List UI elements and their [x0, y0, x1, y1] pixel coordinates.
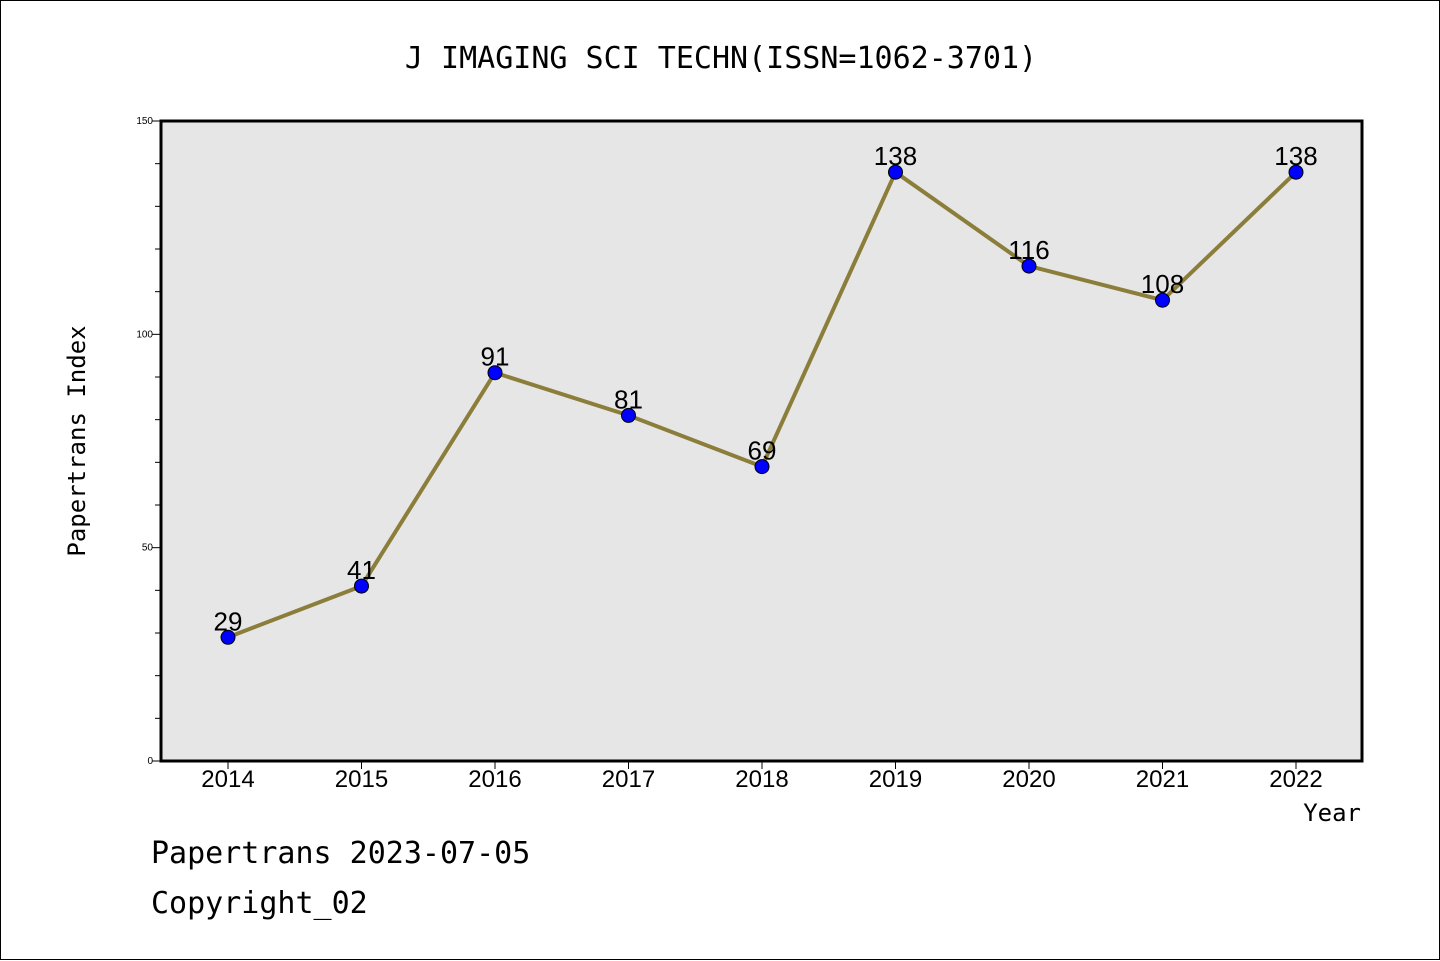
- y-axis: 0 50 100 150: [136, 116, 161, 767]
- data-label: 116: [1008, 235, 1049, 265]
- chart-title: J IMAGING SCI TECHN(ISSN=1062-3701): [405, 41, 1037, 76]
- x-tick-label: 2019: [869, 766, 922, 793]
- footer-date: Papertrans 2023-07-05: [151, 836, 531, 871]
- data-point: [1288, 164, 1304, 180]
- x-tick-label: 2022: [1269, 766, 1322, 793]
- data-labels: 29 41 91 81 69 138 116 108 138: [214, 141, 1318, 636]
- x-tick-label: 2020: [1002, 766, 1055, 793]
- plot-area: [159, 119, 1364, 763]
- data-label: 138: [1274, 141, 1317, 171]
- y-axis-label: Papertrans Index: [63, 325, 91, 556]
- data-point: [1155, 292, 1170, 308]
- data-label: 41: [347, 555, 376, 585]
- x-tick-label: 2015: [335, 766, 388, 793]
- data-point: [354, 578, 369, 594]
- data-point: [621, 407, 636, 423]
- x-tick-label: 2014: [201, 766, 254, 793]
- data-label: 69: [748, 436, 777, 466]
- data-label: 29: [214, 606, 243, 636]
- data-label: 138: [874, 141, 917, 171]
- data-point: [1021, 258, 1037, 274]
- data-markers: [220, 164, 1304, 645]
- data-point: [754, 459, 770, 475]
- data-label: 81: [614, 384, 643, 414]
- x-axis-label: Year: [1303, 799, 1361, 827]
- footer-copyright: Copyright_02: [151, 886, 368, 921]
- data-point: [888, 164, 903, 180]
- y-tick-label: 150: [136, 116, 153, 127]
- x-tick-label: 2021: [1136, 766, 1189, 793]
- data-point: [220, 629, 236, 645]
- y-tick-label: 50: [142, 543, 154, 554]
- x-tick-label: 2016: [468, 766, 521, 793]
- data-point: [487, 365, 503, 381]
- x-tick-label: 2018: [735, 766, 788, 793]
- y-tick-label: 100: [136, 329, 153, 340]
- x-tick-label: 2017: [602, 766, 655, 793]
- y-tick-label: 0: [147, 756, 153, 767]
- x-axis: 2014 2015 2016 2017 2018 2019 2020 2021 2022: [201, 761, 1323, 793]
- data-label: 91: [481, 342, 510, 372]
- data-label: 108: [1141, 269, 1184, 299]
